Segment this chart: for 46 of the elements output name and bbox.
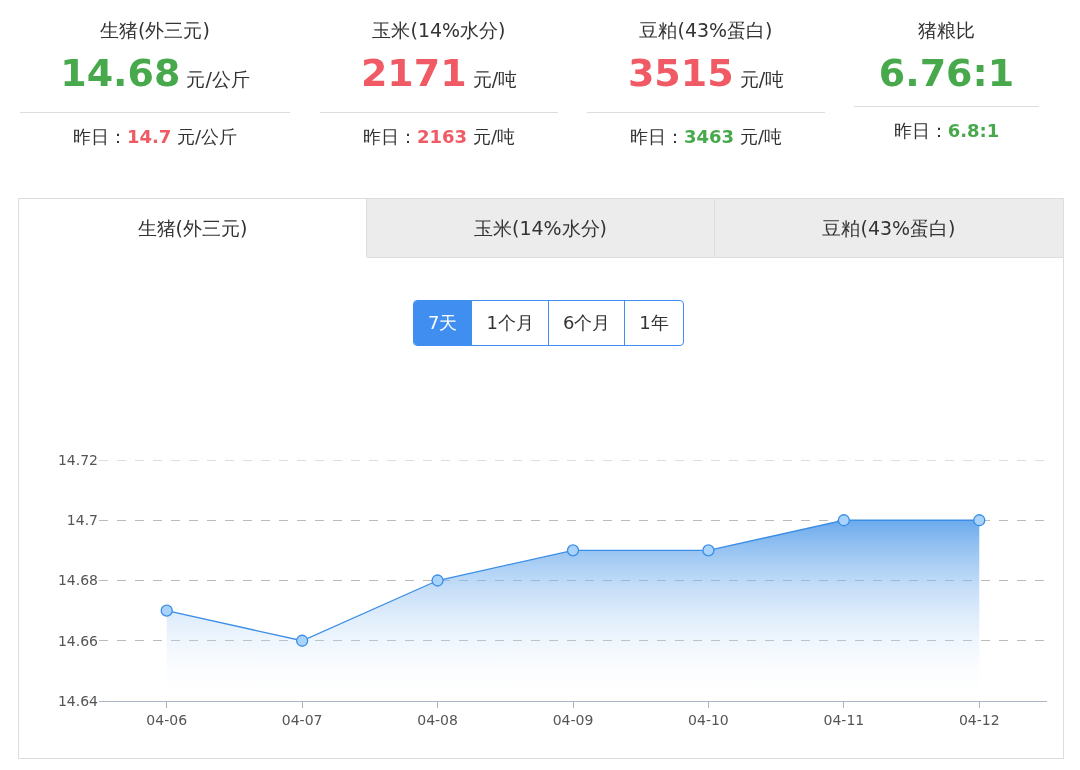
text: 元/公斤 [186, 68, 250, 90]
text: 元/吨 [472, 68, 518, 90]
period-button: 1年 [624, 301, 683, 345]
x-tick-label: 04-07 [281, 711, 323, 728]
text: 元/吨 [739, 68, 785, 90]
text: 元/吨 [472, 126, 515, 147]
tab: 豆粕(43%蛋白) [715, 199, 1063, 258]
period-button: 1个月 [471, 301, 548, 345]
period-button: 6个月 [547, 301, 625, 345]
y-tick-label: 14.64 [57, 692, 99, 709]
text: 昨日： [893, 120, 948, 141]
text: 元/吨 [739, 126, 782, 147]
text: 3515 [627, 51, 734, 95]
text: 6.8:1 [947, 120, 1000, 141]
point [837, 514, 851, 527]
point [702, 544, 715, 557]
text: 昨日： [630, 126, 685, 147]
text: 玉米(14%水分) [371, 18, 507, 43]
text: 昨日： [363, 126, 418, 147]
point [566, 544, 580, 557]
text: 2163 [417, 126, 468, 147]
x-tick-label: 04-09 [552, 711, 594, 728]
text: 猪粮比 [917, 18, 976, 43]
text: 生猪(外三元) [99, 18, 211, 43]
x-tick-label: 04-12 [958, 711, 1000, 728]
x-tick-label: 04-08 [417, 711, 458, 728]
x-tick-label: 04-10 [688, 711, 729, 728]
tab: 玉米(14%水分) [367, 199, 715, 258]
text: 6.76:1 [878, 51, 1015, 95]
point [431, 574, 444, 587]
text: 豆粕(43%蛋白) [638, 18, 774, 43]
point [973, 514, 986, 527]
y-tick-label: 14.68 [57, 572, 98, 589]
y-tick-label: 14.66 [57, 632, 99, 649]
x-tick-label: 04-11 [823, 711, 865, 728]
point [160, 604, 173, 617]
text: 元/公斤 [177, 126, 238, 147]
y-tick-label: 14.72 [57, 451, 98, 468]
period-button: 7天 [414, 301, 472, 345]
text: 昨日： [72, 126, 127, 147]
y-tick-label: 14.7 [66, 512, 98, 529]
text: 14.7 [126, 126, 172, 147]
text: 2171 [360, 51, 467, 95]
text: 3463 [684, 126, 735, 147]
x-tick-label: 04-06 [146, 711, 188, 728]
point [295, 634, 309, 647]
